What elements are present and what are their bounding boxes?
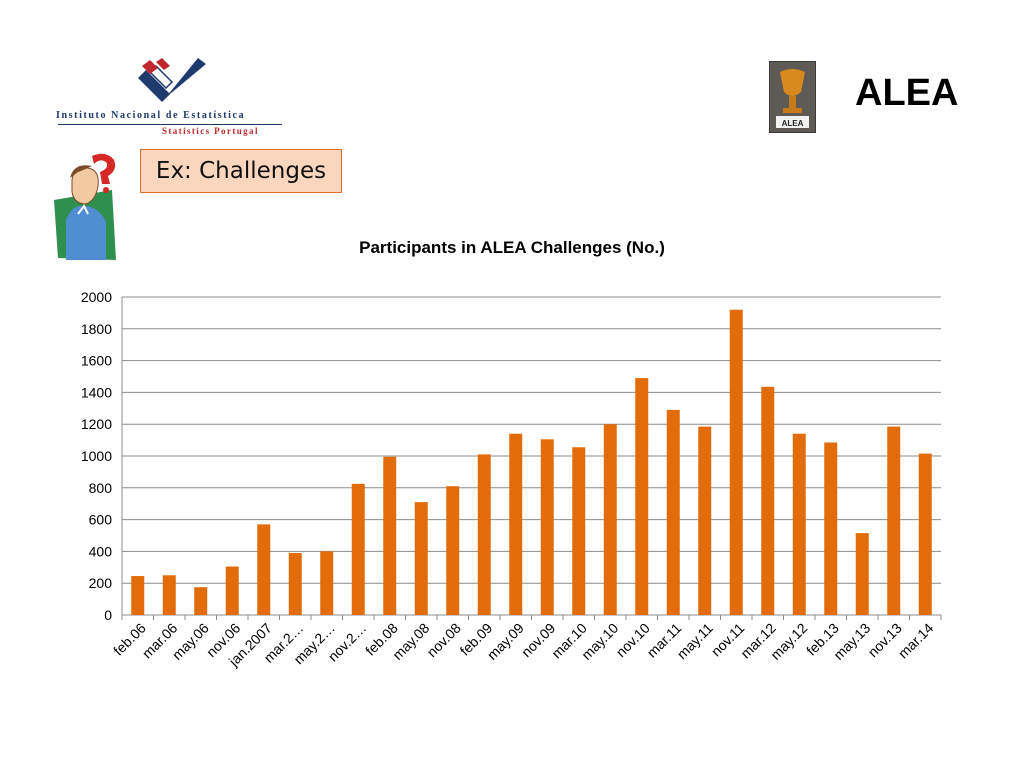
logo-divider (58, 124, 282, 125)
y-tick-label: 1000 (81, 448, 112, 464)
alea-title: ALEA (855, 72, 959, 114)
bar (698, 426, 712, 615)
bar (446, 486, 460, 615)
y-tick-label: 2000 (81, 289, 112, 305)
alea-trophy-icon: ALEA (769, 61, 816, 133)
bar (540, 439, 554, 615)
bar (257, 524, 271, 615)
y-tick-label: 1200 (81, 416, 112, 432)
bar (603, 424, 617, 615)
x-tick-label: mar.14 (895, 620, 937, 662)
x-tick-label: nov.08 (424, 620, 464, 660)
organization-name: Instituto Nacional de Estatística (56, 110, 246, 121)
bar (729, 309, 743, 615)
bar (855, 533, 869, 615)
y-tick-label: 200 (89, 575, 113, 591)
bar (477, 454, 491, 615)
y-tick-label: 0 (104, 607, 112, 623)
y-tick-label: 1400 (81, 384, 112, 400)
y-tick-label: 1800 (81, 321, 112, 337)
ine-logo: Instituto Nacional de Estatística Statis… (56, 58, 296, 140)
y-tick-label: 800 (89, 480, 113, 496)
bar (351, 483, 365, 615)
bar (414, 502, 428, 615)
alea-badge-label: ALEA (782, 119, 804, 128)
slide-tag: Ex: Challenges (140, 149, 342, 193)
bar (162, 575, 176, 615)
bar (824, 442, 838, 615)
organization-subtitle: Statistics Portugal (162, 126, 259, 136)
bar (131, 576, 145, 615)
ine-logo-icon (138, 58, 206, 102)
bar (288, 552, 302, 615)
y-tick-label: 1600 (81, 353, 112, 369)
bar (792, 433, 806, 615)
bar (666, 409, 680, 615)
bar (383, 456, 397, 615)
bar (572, 447, 586, 615)
bar (225, 566, 239, 615)
chart-title: Participants in ALEA Challenges (No.) (359, 238, 665, 257)
bar (887, 426, 901, 615)
bar (509, 433, 523, 615)
y-tick-label: 400 (89, 543, 113, 559)
bar (320, 551, 334, 615)
y-tick-label: 600 (89, 512, 113, 528)
confused-person-icon (54, 153, 116, 260)
bar (635, 378, 649, 615)
x-tick-label: may.11 (674, 620, 716, 662)
bar (761, 386, 775, 615)
bar (918, 453, 932, 615)
bar (194, 587, 208, 615)
